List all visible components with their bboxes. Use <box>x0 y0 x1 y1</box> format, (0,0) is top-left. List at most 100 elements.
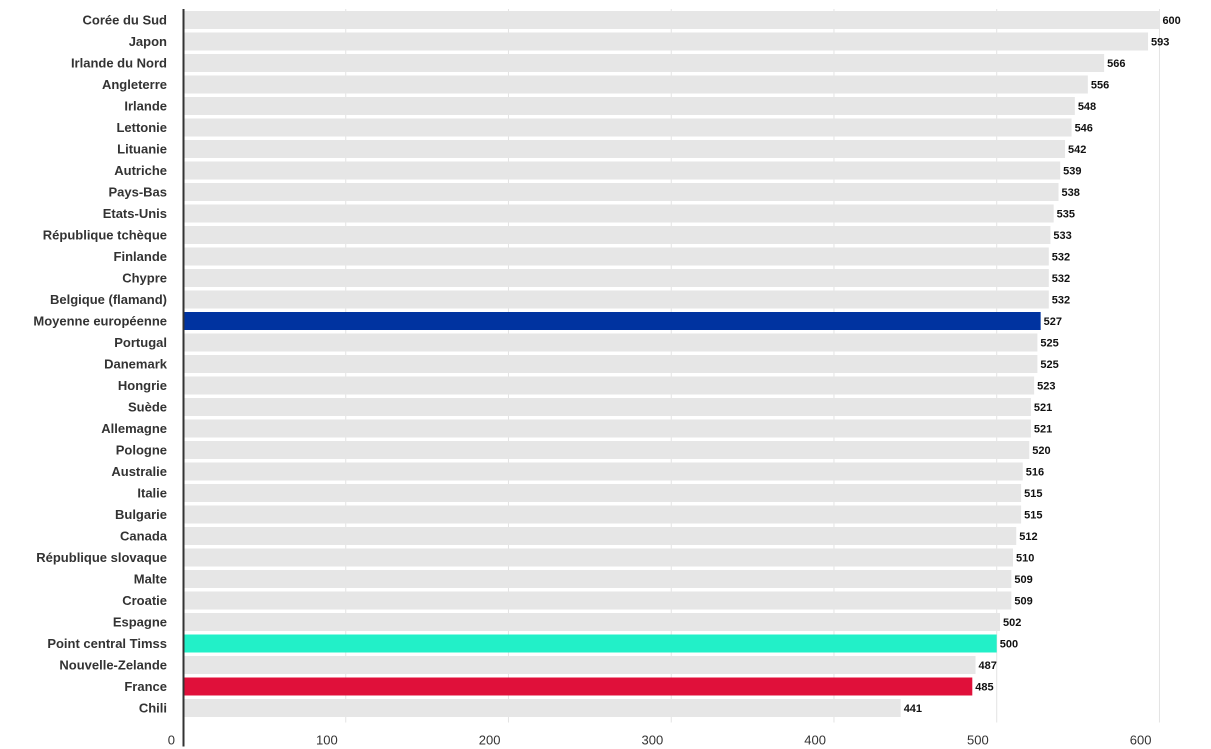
bar-etats-unis <box>183 204 1054 223</box>
bar-republique-tcheque <box>183 226 1051 244</box>
bar-bulgarie <box>183 505 1022 524</box>
category-label-bulgarie: Bulgarie <box>115 507 167 522</box>
bar-chypre <box>183 269 1049 287</box>
value-label-nouvelle-zelande: 487 <box>979 660 997 672</box>
bar-lettonie <box>183 118 1072 137</box>
category-label-croatie: Croatie <box>122 593 167 608</box>
value-label-canada: 512 <box>1019 531 1037 543</box>
category-label-chypre: Chypre <box>122 271 167 286</box>
value-label-angleterre: 556 <box>1091 80 1109 92</box>
value-label-republique-slovaque: 510 <box>1016 553 1034 565</box>
value-label-moyenne-europeenne: 527 <box>1044 316 1062 328</box>
bar-suede <box>183 398 1031 416</box>
value-label-hongrie: 523 <box>1037 381 1055 393</box>
bar-point-central-timss <box>183 634 997 653</box>
category-label-japon: Japon <box>129 34 167 49</box>
category-label-belgique-flamand: Belgique (flamand) <box>50 292 167 307</box>
category-label-point-central-timss: Point central Timss <box>47 636 167 651</box>
category-label-suede: Suède <box>128 400 167 415</box>
category-label-danemark: Danemark <box>104 357 168 372</box>
category-labels: Corée du Sud Japon Irlande du Nord Angleter… <box>33 13 167 716</box>
category-label-finlande: Finlande <box>114 249 167 264</box>
bar-espagne <box>183 613 1000 631</box>
bar-chili <box>183 699 901 717</box>
category-label-allemagne: Allemagne <box>101 421 167 436</box>
value-label-point-central-timss: 500 <box>1000 639 1018 651</box>
bar-belgique-flamand <box>183 290 1049 309</box>
bar-pays-bas <box>183 183 1059 201</box>
value-label-autriche: 539 <box>1063 166 1081 178</box>
value-label-coree-du-sud: 600 <box>1162 15 1180 27</box>
value-label-republique-tcheque: 533 <box>1053 230 1071 242</box>
value-label-finlande: 532 <box>1052 252 1070 264</box>
bar-malte <box>183 570 1012 588</box>
value-label-chypre: 532 <box>1052 273 1070 285</box>
bar-france <box>183 677 973 696</box>
bar-japon <box>183 32 1149 51</box>
category-label-nouvelle-zelande: Nouvelle-Zelande <box>59 658 167 673</box>
value-label-chili: 441 <box>904 703 922 715</box>
category-label-malte: Malte <box>134 572 167 587</box>
value-label-pays-bas: 538 <box>1062 187 1080 199</box>
value-label-suede: 521 <box>1034 402 1052 414</box>
category-label-lituanie: Lituanie <box>117 142 167 157</box>
value-label-lituanie: 542 <box>1068 144 1086 156</box>
tick-label-600: 600 <box>1130 733 1152 748</box>
tick-label-0: 0 <box>168 733 175 748</box>
value-label-allemagne: 521 <box>1034 424 1052 436</box>
bar-croatie <box>183 591 1012 610</box>
value-label-australie: 516 <box>1026 467 1044 479</box>
tick-label-500: 500 <box>967 733 989 748</box>
value-label-malte: 509 <box>1014 574 1032 586</box>
category-label-coree-du-sud: Corée du Sud <box>82 13 167 28</box>
bar-allemagne <box>183 419 1031 438</box>
category-label-irlande-du-nord: Irlande du Nord <box>71 56 167 71</box>
bar-portugal <box>183 333 1038 352</box>
bar-finlande <box>183 247 1049 266</box>
category-label-italie: Italie <box>137 486 167 501</box>
category-label-canada: Canada <box>120 529 168 544</box>
category-label-republique-tcheque: République tchèque <box>43 228 167 243</box>
category-label-pologne: Pologne <box>116 443 167 458</box>
category-label-portugal: Portugal <box>114 335 167 350</box>
tick-label-300: 300 <box>642 733 664 748</box>
category-label-espagne: Espagne <box>113 615 167 630</box>
bar-irlande <box>183 97 1075 115</box>
bar-coree-du-sud <box>183 11 1160 29</box>
value-label-etats-unis: 535 <box>1057 209 1075 221</box>
value-label-belgique-flamand: 532 <box>1052 295 1070 307</box>
bar-australie <box>183 462 1023 481</box>
value-label-espagne: 502 <box>1003 617 1021 629</box>
category-label-angleterre: Angleterre <box>102 77 167 92</box>
bar-nouvelle-zelande <box>183 656 976 674</box>
value-label-irlande-du-nord: 566 <box>1107 58 1125 70</box>
category-label-irlande: Irlande <box>124 99 167 114</box>
category-label-australie: Australie <box>111 464 167 479</box>
value-label-japon: 593 <box>1151 37 1169 49</box>
bar-italie <box>183 484 1022 502</box>
bar-lituanie <box>183 140 1066 158</box>
bar-irlande-du-nord <box>183 54 1105 72</box>
category-label-autriche: Autriche <box>114 163 167 178</box>
tick-label-400: 400 <box>804 733 826 748</box>
category-label-france: France <box>124 679 167 694</box>
value-label-portugal: 525 <box>1040 338 1058 350</box>
value-label-danemark: 525 <box>1040 359 1058 371</box>
category-label-lettonie: Lettonie <box>116 120 167 135</box>
value-label-croatie: 509 <box>1014 596 1032 608</box>
x-axis-ticks: 0 100 200 300 400 500 600 <box>168 733 1152 748</box>
category-label-moyenne-europeenne: Moyenne européenne <box>33 314 167 329</box>
value-label-france: 485 <box>975 682 993 694</box>
category-label-pays-bas: Pays-Bas <box>108 185 167 200</box>
bar-pologne <box>183 441 1030 459</box>
bar-angleterre <box>183 75 1088 94</box>
value-label-pologne: 520 <box>1032 445 1050 457</box>
value-label-irlande: 548 <box>1078 101 1096 113</box>
value-label-lettonie: 546 <box>1075 123 1093 135</box>
value-label-bulgarie: 515 <box>1024 510 1042 522</box>
category-label-hongrie: Hongrie <box>118 378 167 393</box>
bar-moyenne-europeenne <box>183 312 1041 330</box>
category-label-chili: Chili <box>139 701 167 716</box>
category-label-etats-unis: Etats-Unis <box>103 206 167 221</box>
